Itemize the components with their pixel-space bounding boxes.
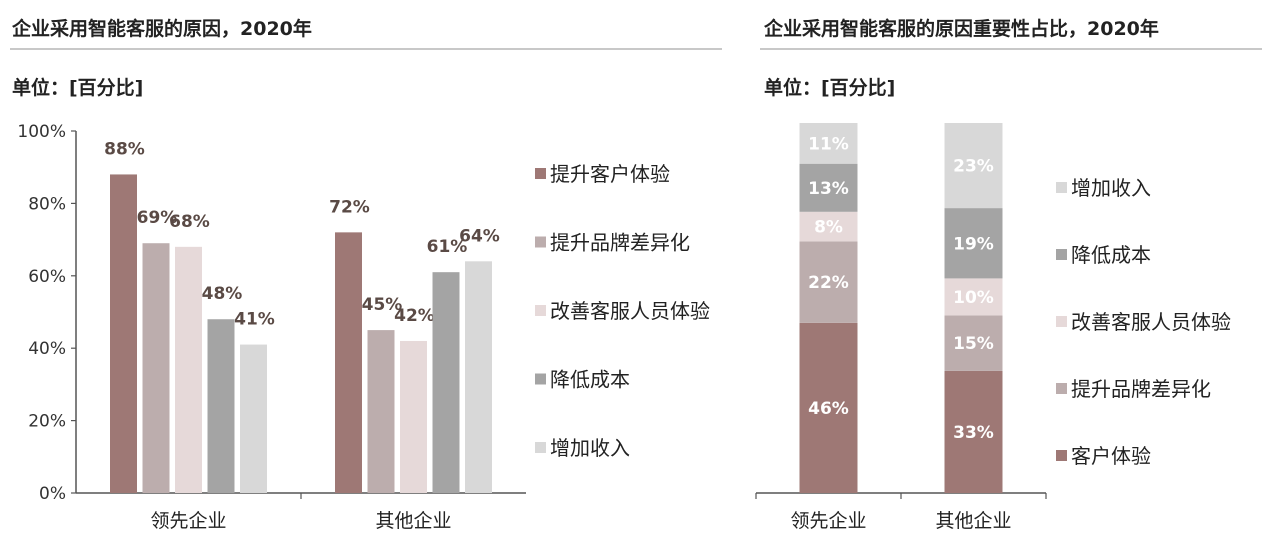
legend-swatch bbox=[535, 442, 546, 453]
legend-label: 改善客服人员体验 bbox=[550, 299, 710, 323]
stacked-segment bbox=[799, 322, 858, 493]
legend-swatch bbox=[535, 305, 546, 316]
legend-swatch bbox=[535, 168, 546, 179]
right-unit-label: 单位：[百分比] bbox=[764, 77, 896, 99]
bar bbox=[207, 319, 235, 493]
y-tick-label: 40% bbox=[28, 339, 66, 359]
bar-data-label: 48% bbox=[202, 284, 243, 304]
bar-data-label: 72% bbox=[329, 197, 370, 217]
bar bbox=[400, 340, 427, 493]
x-category-label: 领先企业 bbox=[790, 510, 866, 532]
legend-swatch bbox=[1056, 316, 1067, 327]
legend-swatch bbox=[1056, 182, 1067, 193]
stacked-segment bbox=[944, 123, 1003, 209]
bar bbox=[110, 174, 137, 493]
legend-swatch bbox=[1056, 249, 1067, 260]
segment-data-label: 11% bbox=[808, 134, 849, 154]
legend-label: 提升品牌差异化 bbox=[1071, 377, 1211, 401]
legend-label: 改善客服人员体验 bbox=[1071, 310, 1231, 334]
stacked-segment bbox=[944, 278, 1003, 316]
legend-label: 降低成本 bbox=[550, 368, 630, 392]
stacked-segment bbox=[799, 241, 858, 323]
x-category-label: 其他企业 bbox=[375, 510, 451, 532]
stacked-segment bbox=[944, 315, 1003, 371]
stacked-segment bbox=[944, 370, 1003, 493]
stacked-segment bbox=[799, 211, 858, 242]
bar bbox=[367, 330, 395, 493]
stacked-segment bbox=[799, 163, 858, 212]
bar bbox=[240, 344, 267, 493]
legend-label: 降低成本 bbox=[1071, 243, 1151, 267]
right-chart-title: 企业采用智能客服的原因重要性占比，2020年 bbox=[764, 18, 1159, 40]
segment-data-label: 19% bbox=[953, 234, 994, 254]
y-tick-label: 80% bbox=[28, 194, 66, 214]
legend-label: 提升品牌差异化 bbox=[550, 231, 690, 255]
segment-data-label: 22% bbox=[808, 273, 849, 293]
segment-data-label: 15% bbox=[953, 334, 994, 354]
stacked-segment bbox=[944, 208, 1003, 279]
bar bbox=[175, 246, 202, 493]
bar bbox=[142, 243, 170, 493]
bar-data-label: 41% bbox=[234, 310, 275, 330]
left-chart-title: 企业采用智能客服的原因，2020年 bbox=[12, 18, 312, 40]
bar-data-label: 42% bbox=[394, 306, 435, 326]
segment-data-label: 8% bbox=[814, 218, 843, 238]
bar-data-label: 68% bbox=[169, 212, 210, 232]
left-unit-label: 单位：[百分比] bbox=[12, 77, 144, 99]
x-category-label: 领先企业 bbox=[150, 510, 226, 532]
right-title-divider bbox=[760, 48, 1262, 50]
y-tick-label: 0% bbox=[39, 484, 66, 504]
legend-label: 提升客户体验 bbox=[550, 162, 670, 186]
bar-data-label: 64% bbox=[459, 226, 500, 246]
stacked-segment bbox=[799, 123, 858, 164]
left-title-divider bbox=[10, 48, 722, 50]
bar bbox=[335, 232, 362, 494]
legend-swatch bbox=[1056, 450, 1067, 461]
bar-data-label: 45% bbox=[362, 295, 403, 315]
legend-label: 增加收入 bbox=[1071, 176, 1151, 200]
segment-data-label: 46% bbox=[808, 399, 849, 419]
segment-data-label: 33% bbox=[953, 423, 994, 443]
legend-swatch bbox=[535, 236, 546, 248]
segment-data-label: 23% bbox=[953, 157, 994, 177]
legend-swatch bbox=[1056, 383, 1067, 394]
legend-swatch bbox=[535, 373, 546, 385]
legend-label: 增加收入 bbox=[550, 436, 630, 460]
y-tick-label: 60% bbox=[28, 267, 66, 287]
segment-data-label: 10% bbox=[953, 288, 994, 308]
x-category-label: 其他企业 bbox=[935, 510, 1011, 532]
segment-data-label: 13% bbox=[808, 179, 849, 199]
bar bbox=[465, 261, 492, 493]
legend-label: 客户体验 bbox=[1071, 444, 1151, 468]
bar bbox=[432, 272, 460, 493]
bar-data-label: 88% bbox=[104, 139, 145, 159]
bar-data-label: 61% bbox=[427, 237, 468, 257]
y-tick-label: 20% bbox=[28, 412, 66, 432]
y-tick-label: 100% bbox=[17, 122, 66, 142]
bar-data-label: 69% bbox=[137, 208, 178, 228]
